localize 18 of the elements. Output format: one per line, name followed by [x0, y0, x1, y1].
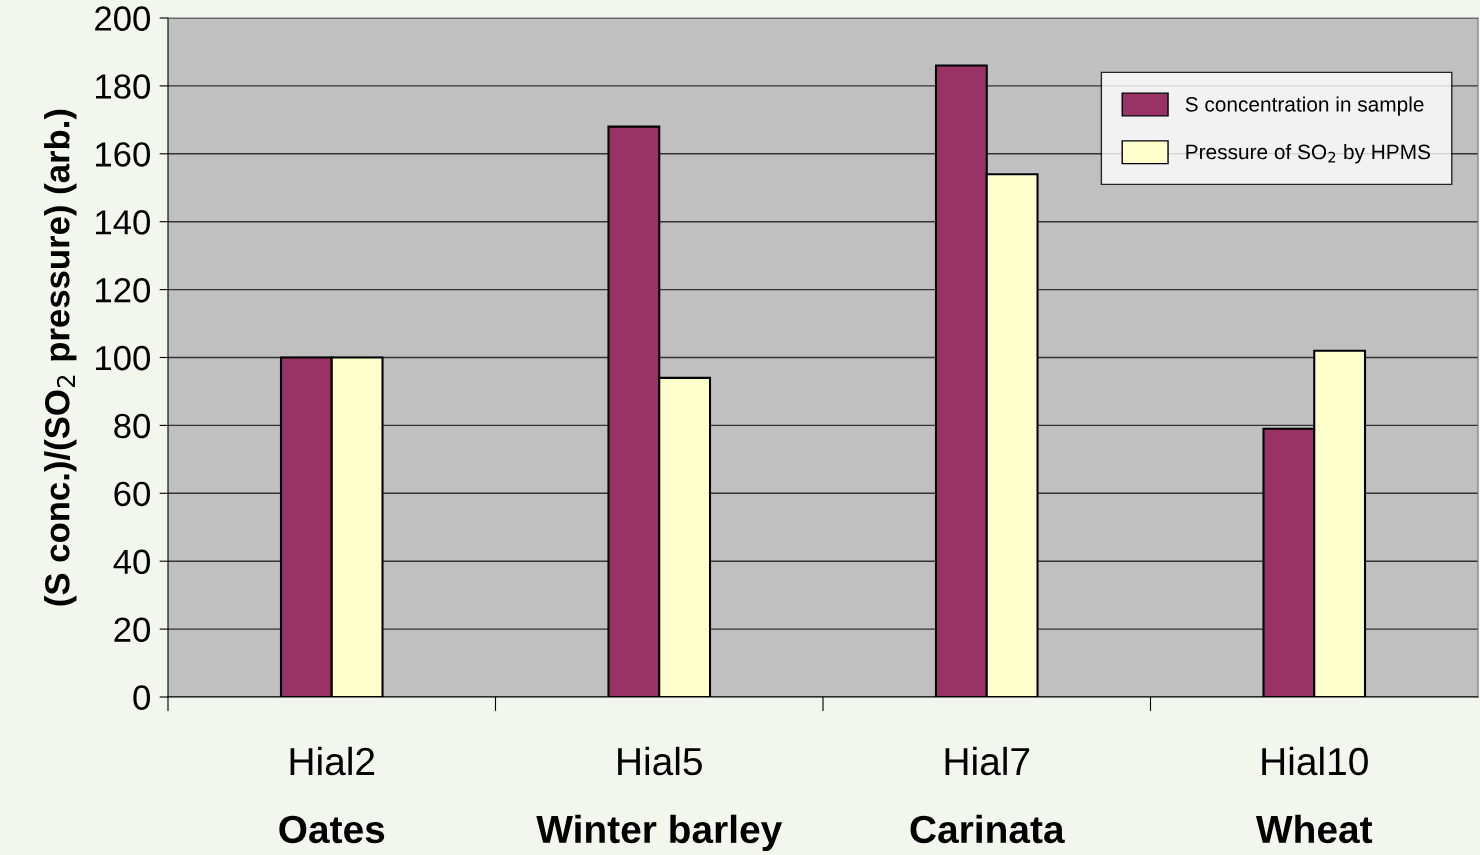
y-tick-label: 20	[114, 617, 150, 643]
y-tick-label: 60	[114, 481, 150, 507]
x-tick-label: Hial7 Carinata	[910, 746, 1065, 844]
x-tick-label: Hial5 Winter barley	[536, 746, 783, 851]
y-axis-title: (S conc.)/(SO$_{2}$ pressure) (arb.)	[44, 109, 77, 606]
y-tick-label: 100	[96, 345, 150, 371]
y-tick-label: 40	[113, 549, 150, 575]
x-tick-label: Hial2 Oates	[279, 746, 385, 844]
y-tick-label: 120	[96, 277, 150, 303]
y-tick-label: 200	[95, 6, 150, 31]
legend-label: Pressure of SO$_{2}$ by HPMS	[1186, 143, 1430, 164]
y-tick-label: 180	[96, 74, 150, 99]
y-tick-label: 140	[96, 210, 150, 235]
y-tick-label: 80	[114, 413, 150, 439]
legend-label: S concentration in sample	[1185, 96, 1424, 116]
y-tick-label: 160	[96, 142, 150, 167]
x-tick-label: Hial10 Wheat	[1255, 746, 1373, 844]
y-tick-label: 0	[133, 685, 150, 710]
